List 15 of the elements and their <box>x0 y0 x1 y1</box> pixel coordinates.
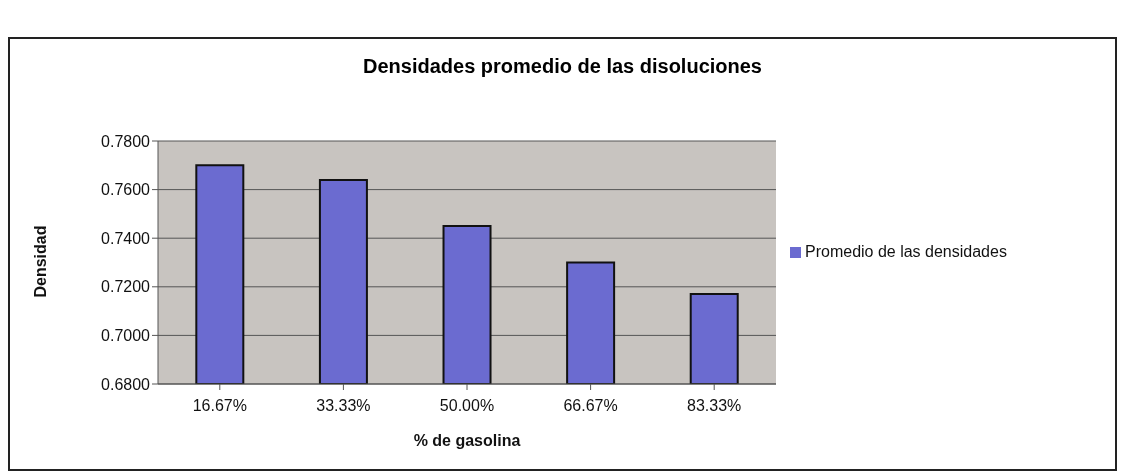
x-tick-label: 16.67% <box>192 397 247 415</box>
x-tick-label: 50.00% <box>439 397 495 415</box>
y-tick-label: 0.7200 <box>101 278 151 296</box>
y-tick-label: 0.7600 <box>101 181 151 199</box>
x-axis-title: % de gasolina <box>413 432 521 449</box>
x-tick-label: 83.33% <box>687 397 742 415</box>
y-tick-label: 0.7000 <box>101 327 151 345</box>
y-tick-label: 0.7800 <box>101 132 151 150</box>
legend-label: Promedio de las densidades <box>805 242 1007 260</box>
y-tick-label: 0.6800 <box>101 375 151 393</box>
chart-title: Densidades promedio de las disoluciones <box>362 55 763 78</box>
y-tick-label: 0.7400 <box>101 229 151 247</box>
x-tick-label: 33.33% <box>316 397 371 415</box>
x-tick-label: 66.67% <box>563 397 618 415</box>
y-axis-title: Densidad <box>31 225 49 298</box>
